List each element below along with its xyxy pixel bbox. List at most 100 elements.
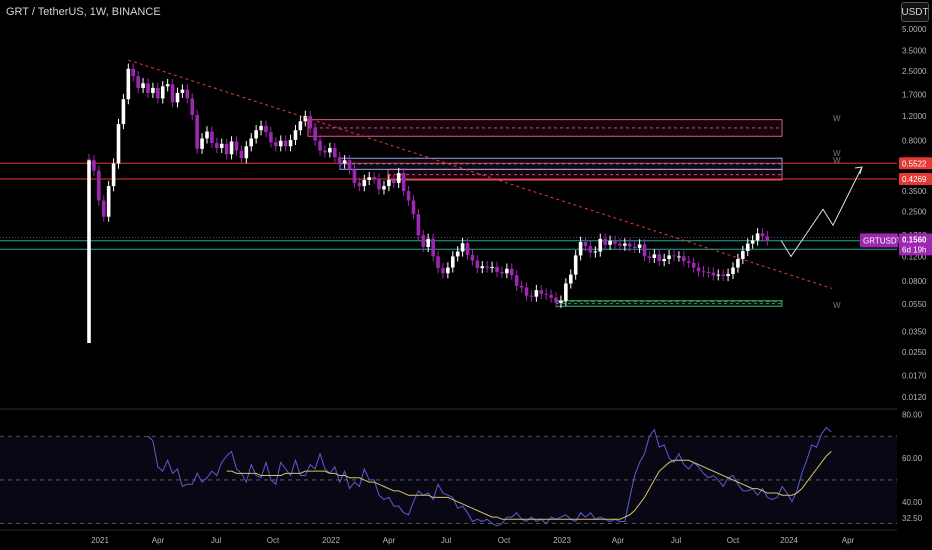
candle-body xyxy=(362,179,367,187)
candle-body xyxy=(298,121,303,131)
candle-body xyxy=(377,178,381,190)
candle xyxy=(446,262,450,279)
candle-body xyxy=(632,246,637,248)
candle xyxy=(652,249,657,264)
candle-body xyxy=(352,169,357,183)
candle xyxy=(691,257,696,273)
price-tick-label: 0.0170 xyxy=(902,372,927,381)
candle xyxy=(391,174,396,189)
candle xyxy=(677,251,681,262)
price-tick-label: 0.0550 xyxy=(902,300,927,309)
time-tick-label: 2021 xyxy=(91,536,109,545)
candle xyxy=(672,250,676,262)
candle-body xyxy=(682,256,686,262)
candle-body xyxy=(165,84,170,87)
candle-body xyxy=(357,182,362,187)
candle xyxy=(190,93,195,121)
candle-body xyxy=(519,285,524,288)
candle xyxy=(509,263,514,281)
candle xyxy=(101,195,106,222)
candle-body xyxy=(215,143,219,148)
price-tick-label: 0.0800 xyxy=(902,277,927,286)
candle-body xyxy=(106,186,111,217)
time-tick-label: Jul xyxy=(211,536,221,545)
candle xyxy=(362,174,367,192)
symbol-tag: GRTUSDT xyxy=(863,236,902,245)
time-tick-label: Apr xyxy=(383,536,396,545)
candle xyxy=(180,84,185,99)
candle xyxy=(411,195,416,220)
candle xyxy=(185,84,190,104)
candles-layer xyxy=(87,63,770,344)
price-label: 0.4269 xyxy=(902,175,927,184)
rsi-tick-label: 40.00 xyxy=(902,498,923,507)
candle-body xyxy=(509,268,514,276)
candle xyxy=(367,171,372,186)
candle-body xyxy=(726,273,730,277)
candle xyxy=(347,155,352,175)
candle-body xyxy=(382,186,386,190)
candle-body xyxy=(701,271,706,273)
candle xyxy=(627,238,632,252)
candle-body xyxy=(446,267,450,274)
candle xyxy=(613,235,617,249)
candle-body xyxy=(411,200,416,215)
candle xyxy=(283,135,288,152)
candle xyxy=(564,278,568,306)
price-tick-label: 5.0000 xyxy=(902,25,927,34)
candle-body xyxy=(210,131,214,144)
candle xyxy=(765,230,770,246)
countdown: 6d 19h xyxy=(902,245,926,254)
candle-body xyxy=(387,179,391,187)
candle xyxy=(647,251,652,264)
candle xyxy=(333,142,337,163)
candle xyxy=(387,174,391,192)
candle xyxy=(711,267,716,281)
time-tick-label: 2022 xyxy=(322,536,340,545)
candle xyxy=(234,136,239,156)
candle xyxy=(219,138,224,154)
candle xyxy=(745,238,750,257)
candle xyxy=(151,82,155,99)
candle xyxy=(303,110,308,127)
candle xyxy=(686,255,691,268)
price-label: 0.5522 xyxy=(902,159,927,168)
candle-body xyxy=(111,163,116,187)
candle xyxy=(92,155,96,176)
time-tick-label: Apr xyxy=(842,536,855,545)
candle xyxy=(662,253,666,267)
candle-body xyxy=(87,159,91,161)
candle-body xyxy=(564,283,568,301)
candle-body xyxy=(711,272,716,276)
candle xyxy=(736,253,740,273)
candle-body xyxy=(323,150,327,153)
candle-body xyxy=(342,160,347,164)
time-tick-label: Oct xyxy=(267,536,280,545)
candle-body xyxy=(180,89,185,93)
zones-layer xyxy=(307,119,783,307)
time-tick-label: Oct xyxy=(727,536,740,545)
candle-body xyxy=(642,244,647,257)
candle xyxy=(755,228,760,246)
candle-body xyxy=(618,243,622,246)
candle xyxy=(146,78,150,99)
candle xyxy=(731,262,735,280)
candle xyxy=(126,63,131,105)
candle xyxy=(750,235,755,249)
candle xyxy=(500,266,504,279)
candle xyxy=(352,164,357,189)
candle-body xyxy=(101,200,106,217)
candle-body xyxy=(524,287,529,296)
currency-button[interactable]: USDT xyxy=(901,2,929,22)
candle xyxy=(200,133,204,154)
price-tick-label: 2.5000 xyxy=(902,67,927,76)
w-label: W xyxy=(833,149,841,158)
candle-body xyxy=(495,266,499,272)
candle-body xyxy=(741,251,745,260)
candle xyxy=(342,155,347,169)
candle-body xyxy=(647,256,652,258)
zone-red xyxy=(387,168,783,181)
candle-body xyxy=(426,238,431,248)
projection-arrowhead xyxy=(854,166,863,175)
